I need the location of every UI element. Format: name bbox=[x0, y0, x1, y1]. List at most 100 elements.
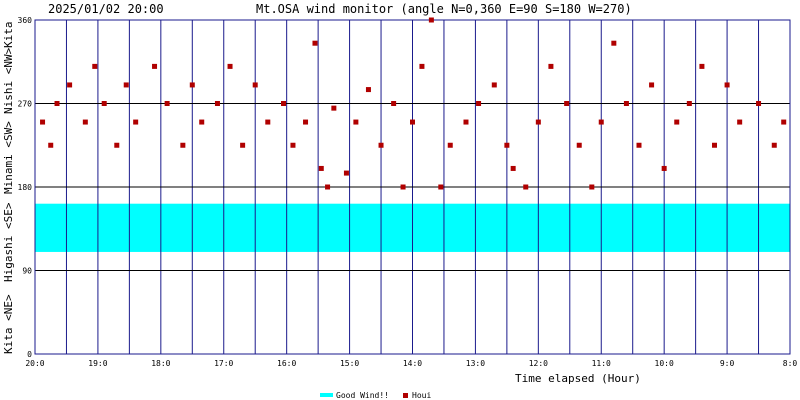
x-tick-label: 9:0 bbox=[720, 359, 735, 368]
x-tick-label: 15:0 bbox=[340, 359, 359, 368]
houi-point bbox=[661, 165, 667, 171]
houi-point bbox=[724, 82, 730, 88]
houi-point bbox=[419, 63, 425, 69]
houi-point bbox=[410, 119, 415, 125]
houi-point bbox=[378, 142, 384, 148]
houi-point bbox=[214, 101, 220, 106]
houi-point bbox=[674, 119, 680, 125]
y-tick-label: 270 bbox=[18, 100, 33, 109]
y-grid bbox=[35, 103, 790, 271]
legend-houi-swatch bbox=[403, 393, 408, 398]
houi-point bbox=[227, 63, 233, 69]
houi-point bbox=[82, 119, 88, 125]
chart-title: Mt.OSA wind monitor (angle N=0,360 E=90 … bbox=[256, 2, 632, 16]
x-tick-label: 17:0 bbox=[214, 359, 233, 368]
houi-point bbox=[318, 165, 324, 171]
houi-point bbox=[133, 119, 139, 125]
houi-point bbox=[101, 101, 107, 106]
legend-houi-label: Houi bbox=[412, 391, 431, 400]
houi-point bbox=[564, 101, 570, 106]
houi-point bbox=[649, 82, 655, 88]
x-tick-label: 8:0 bbox=[783, 359, 798, 368]
y-tick-labels: 0 90 180 270 360 bbox=[18, 16, 33, 359]
houi-point bbox=[240, 142, 246, 148]
legend-good-wind-label: Good Wind!! bbox=[336, 391, 389, 400]
x-tick-label: 12:0 bbox=[529, 359, 548, 368]
houi-point bbox=[312, 40, 318, 46]
x-tick-label: 14:0 bbox=[403, 359, 422, 368]
houi-point bbox=[343, 170, 349, 176]
x-tick-label: 18:0 bbox=[151, 359, 170, 368]
houi-point bbox=[365, 87, 371, 93]
houi-point bbox=[331, 105, 337, 111]
houi-point bbox=[325, 184, 331, 190]
x-tick-labels: 20:0 19:0 18:0 17:0 16:0 15:0 14:0 13:0 12:0 11:0… bbox=[25, 359, 797, 368]
y-tick-label: 90 bbox=[22, 267, 32, 276]
houi-point bbox=[623, 101, 629, 106]
houi-point bbox=[67, 82, 73, 88]
houi-point bbox=[576, 142, 582, 148]
houi-point bbox=[523, 184, 529, 190]
houi-point bbox=[504, 142, 510, 148]
houi-point bbox=[771, 142, 777, 148]
houi-point bbox=[303, 119, 309, 125]
x-tick-label: 16:0 bbox=[277, 359, 296, 368]
houi-point bbox=[686, 101, 692, 106]
houi-point bbox=[290, 142, 296, 148]
houi-point bbox=[756, 101, 762, 106]
houi-point bbox=[611, 40, 617, 46]
houi-point bbox=[589, 184, 595, 190]
x-tick-label: 10:0 bbox=[655, 359, 674, 368]
houi-point bbox=[699, 63, 705, 69]
houi-point bbox=[199, 119, 205, 125]
houi-point bbox=[636, 142, 642, 148]
houi-point bbox=[598, 119, 604, 125]
x-tick-label: 11:0 bbox=[592, 359, 611, 368]
side-label-kita: Kita bbox=[2, 22, 15, 49]
houi-point bbox=[114, 142, 120, 148]
y-tick-label: 360 bbox=[18, 16, 33, 25]
houi-point bbox=[189, 82, 195, 88]
houi-point bbox=[447, 142, 453, 148]
y-side-labels: Kita <NE> Higashi <SE> Minami <SW> Nishi… bbox=[2, 22, 15, 355]
houi-point bbox=[535, 119, 541, 125]
houi-point bbox=[281, 101, 287, 106]
y-tick-label: 0 bbox=[27, 350, 32, 359]
houi-point bbox=[252, 82, 258, 88]
houi-point bbox=[428, 17, 434, 23]
side-label-higashi: Higashi <SE> bbox=[2, 202, 15, 282]
houi-point bbox=[164, 101, 170, 106]
houi-point bbox=[463, 119, 469, 125]
y-tick-label: 180 bbox=[18, 183, 33, 192]
houi-point bbox=[781, 119, 787, 125]
houi-point bbox=[123, 82, 129, 88]
houi-point bbox=[48, 142, 54, 148]
houi-point bbox=[510, 165, 516, 171]
houi-point bbox=[400, 184, 406, 190]
houi-point bbox=[152, 63, 158, 69]
houi-point bbox=[438, 184, 444, 190]
timestamp: 2025/01/02 20:00 bbox=[48, 2, 164, 16]
side-label-nishi: Nishi <NW> bbox=[2, 47, 15, 114]
houi-points bbox=[40, 17, 787, 190]
houi-point bbox=[491, 82, 497, 88]
x-tick-label: 19:0 bbox=[88, 359, 107, 368]
x-tick-label: 13:0 bbox=[466, 359, 485, 368]
houi-point bbox=[40, 119, 46, 125]
side-label-minami: Minami <SW> bbox=[2, 121, 15, 194]
houi-point bbox=[712, 142, 717, 148]
houi-point bbox=[548, 63, 554, 69]
side-label-kita-ne: Kita <NE> bbox=[2, 294, 15, 354]
x-axis-label: Time elapsed (Hour) bbox=[515, 372, 641, 385]
houi-point bbox=[353, 119, 359, 125]
houi-point bbox=[476, 101, 482, 106]
houi-point bbox=[92, 63, 98, 69]
houi-point bbox=[391, 101, 397, 106]
x-tick-label: 20:0 bbox=[25, 359, 44, 368]
legend: Good Wind!! Houi bbox=[320, 391, 431, 400]
plot-frame bbox=[34, 19, 791, 355]
houi-point bbox=[180, 142, 186, 148]
houi-point bbox=[737, 119, 743, 125]
houi-point bbox=[54, 101, 60, 106]
